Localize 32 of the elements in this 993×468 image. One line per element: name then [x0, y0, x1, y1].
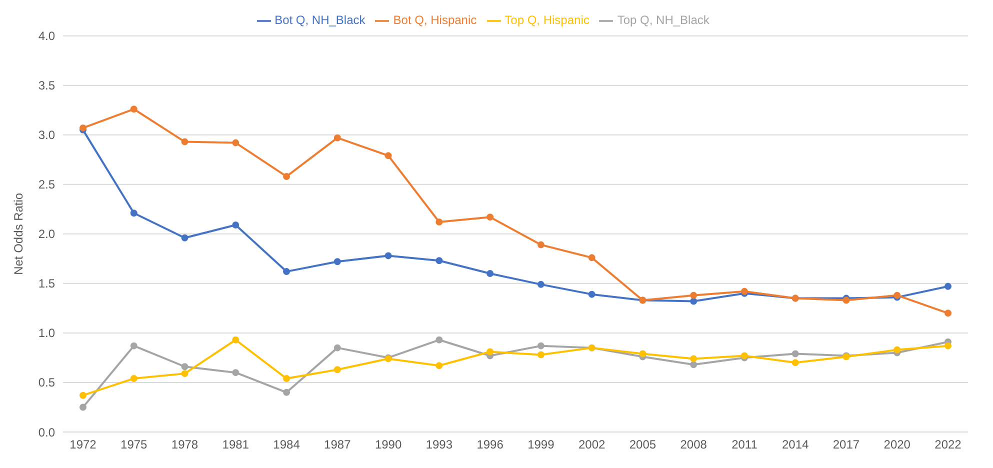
y-tick-label: 0.0: [38, 425, 56, 440]
x-tick-label: 1981: [222, 438, 250, 452]
x-tick-label: 1993: [426, 438, 453, 452]
y-tick-label: 4.0: [38, 29, 56, 44]
y-tick-label: 1.5: [38, 276, 56, 291]
x-tick-label: 2005: [629, 438, 656, 452]
y-tick-label: 3.5: [38, 78, 56, 93]
x-tick-label: 2002: [578, 438, 606, 452]
x-tick-label: 1996: [476, 438, 504, 452]
x-tick-label: 1972: [70, 438, 97, 452]
y-tick-label: 1.0: [38, 326, 56, 340]
x-tick-label: 2017: [832, 438, 860, 452]
legend-label: Top Q, Hispanic: [504, 13, 590, 27]
legend-label: Bot Q, NH_Black: [274, 13, 366, 27]
x-tick-label: 2022: [934, 438, 962, 452]
y-tick-label: 0.5: [38, 376, 56, 390]
legend-label: Top Q, NH_Black: [617, 13, 710, 27]
x-tick-label: 2014: [782, 438, 810, 452]
x-tick-label: 2011: [732, 438, 758, 452]
x-tick-label: 1975: [120, 438, 148, 452]
x-tick-label: 1978: [171, 438, 198, 452]
x-tick-label: 1984: [273, 438, 300, 452]
x-tick-label: 2020: [884, 438, 911, 452]
y-tick-label: 3.0: [38, 128, 56, 142]
y-tick-label: 2.0: [38, 227, 56, 242]
x-tick-label: 2008: [680, 438, 708, 452]
x-tick-label: 1999: [528, 438, 555, 452]
x-tick-label: 1990: [374, 438, 402, 452]
x-tick-label: 1987: [324, 438, 352, 452]
legend-label: Bot Q, Hispanic: [393, 13, 477, 27]
y-tick-label: 2.5: [38, 178, 56, 192]
y-axis-title: Net Odds Ratio: [11, 192, 26, 275]
